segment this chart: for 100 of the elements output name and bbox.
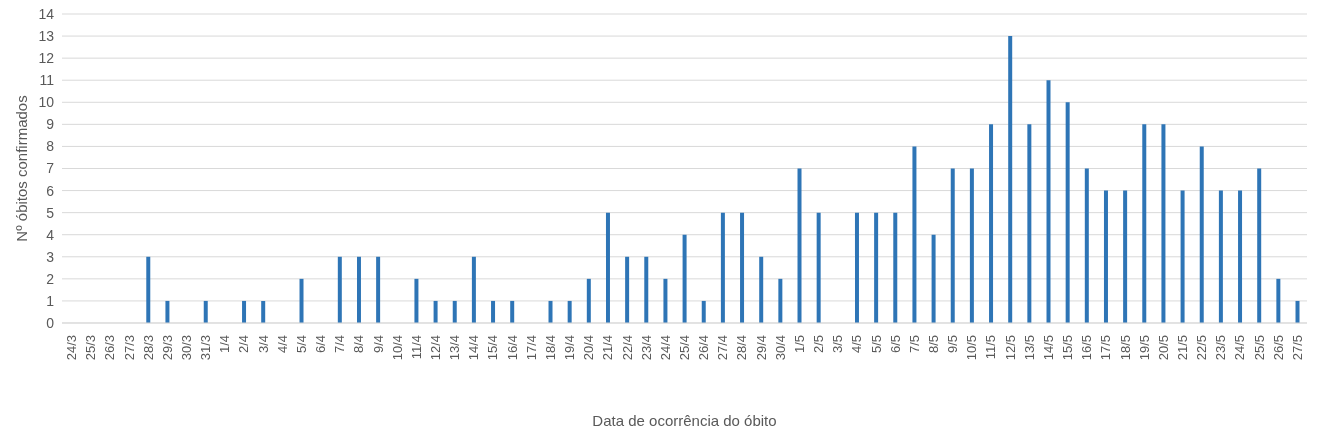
- x-tick-label: 20/4: [581, 335, 597, 361]
- x-tick-label: 22/5: [1194, 335, 1210, 361]
- x-tick-label: 23/5: [1213, 335, 1229, 361]
- x-tick-label: 29/4: [753, 335, 769, 361]
- x-tick-label: 24/5: [1232, 335, 1248, 361]
- x-tick-label: 4/5: [849, 335, 865, 354]
- bar: [663, 278, 668, 323]
- bar: [950, 168, 955, 323]
- bar: [567, 300, 572, 323]
- x-tick-label: 11/4: [408, 335, 424, 360]
- x-tick-label: 26/3: [102, 335, 118, 361]
- x-tick-label: 19/5: [1136, 335, 1152, 361]
- x-axis-title: Data de ocorrência do óbito: [592, 412, 777, 429]
- bar: [165, 300, 170, 323]
- x-tick-label: 23/4: [638, 335, 654, 361]
- bar: [1276, 278, 1281, 323]
- x-tick-label: 5/5: [868, 335, 884, 354]
- x-tick-label: 27/5: [1289, 335, 1305, 361]
- bar: [356, 256, 361, 323]
- bar: [1046, 80, 1051, 323]
- bar: [433, 300, 438, 323]
- bar: [969, 168, 974, 323]
- x-tick-label: 8/5: [926, 335, 941, 354]
- x-tick-label: 14/4: [466, 335, 482, 361]
- bar: [1180, 190, 1185, 323]
- bar: [854, 212, 859, 323]
- x-tick-label: 8/4: [351, 335, 367, 354]
- x-tick-label: 16/5: [1079, 335, 1095, 361]
- x-tick-label: 28/3: [140, 335, 156, 361]
- y-tick-label: 6: [46, 182, 55, 199]
- x-tick-label: 3/4: [255, 335, 271, 354]
- bar: [146, 256, 151, 323]
- x-tick-label: 17/4: [523, 335, 539, 361]
- bar: [682, 234, 687, 323]
- bar: [337, 256, 342, 323]
- y-tick-label: 13: [38, 28, 55, 45]
- bar: [1161, 124, 1166, 323]
- x-tick-label: 20/5: [1155, 335, 1171, 361]
- x-tick-label: 21/5: [1175, 335, 1190, 361]
- x-tick-label: 14/5: [1040, 335, 1056, 361]
- bar: [414, 278, 419, 323]
- bar: [1084, 168, 1089, 323]
- bar: [586, 278, 591, 323]
- bar: [471, 256, 476, 323]
- x-tick-label: 1/4: [217, 335, 233, 354]
- x-tick-label: 22/4: [619, 335, 635, 361]
- x-tick-label: 17/5: [1098, 335, 1114, 361]
- x-tick-label: 7/4: [332, 335, 348, 354]
- x-tick-label: 12/5: [1002, 335, 1018, 361]
- x-tick-label: 30/3: [179, 335, 194, 361]
- bar: [1027, 124, 1032, 323]
- x-tick-label: 18/4: [542, 335, 558, 361]
- bar: [816, 212, 821, 323]
- x-tick-label: 21/4: [600, 335, 616, 361]
- bar: [797, 168, 802, 323]
- x-tick-label: 31/3: [198, 335, 214, 361]
- bar: [1103, 190, 1108, 323]
- bar: [452, 300, 457, 323]
- bar: [510, 300, 515, 323]
- x-tick-label: 15/5: [1060, 335, 1076, 361]
- x-tick-label: 12/4: [428, 335, 443, 361]
- y-tick-label: 11: [39, 72, 55, 89]
- x-tick-label: 15/4: [485, 335, 501, 361]
- x-tick-label: 6/4: [313, 335, 329, 354]
- y-tick-label: 8: [46, 138, 55, 155]
- x-tick-label: 29/3: [159, 335, 175, 361]
- bar: [1199, 146, 1204, 323]
- y-tick-label: 2: [46, 270, 55, 287]
- x-tick-label: 9/5: [945, 335, 961, 354]
- bar: [893, 212, 898, 323]
- x-tick-label: 30/4: [772, 335, 788, 361]
- y-tick-label: 1: [46, 292, 55, 309]
- bar: [759, 256, 764, 323]
- y-tick-label: 5: [46, 204, 55, 221]
- x-tick-label: 7/5: [906, 335, 922, 354]
- x-tick-label: 9/4: [370, 335, 386, 354]
- bar: [605, 212, 610, 323]
- x-tick-label: 3/5: [830, 335, 846, 354]
- y-tick-label: 0: [46, 314, 55, 331]
- y-tick-label: 7: [46, 160, 55, 177]
- x-tick-label: 13/4: [447, 335, 463, 361]
- x-tick-label: 1/5: [791, 335, 807, 354]
- bar: [644, 256, 649, 323]
- x-tick-label: 6/5: [887, 335, 903, 354]
- bar: [720, 212, 725, 323]
- x-tick-label: 25/4: [677, 335, 692, 361]
- bar: [701, 300, 706, 323]
- x-tick-label: 26/5: [1270, 335, 1286, 361]
- x-tick-label: 11/5: [983, 335, 999, 360]
- bar: [1065, 102, 1070, 323]
- x-tick-label: 2/4: [236, 335, 252, 354]
- x-tick-label: 19/4: [562, 335, 578, 361]
- bar: [874, 212, 879, 323]
- bar: [778, 278, 783, 323]
- bar: [548, 300, 553, 323]
- x-tick-label: 5/4: [293, 335, 309, 354]
- x-tick-label: 25/5: [1251, 335, 1267, 361]
- y-axis-title: Nº óbitos confirmados: [13, 95, 31, 242]
- x-tick-label: 13/5: [1021, 335, 1037, 361]
- bar: [740, 212, 745, 323]
